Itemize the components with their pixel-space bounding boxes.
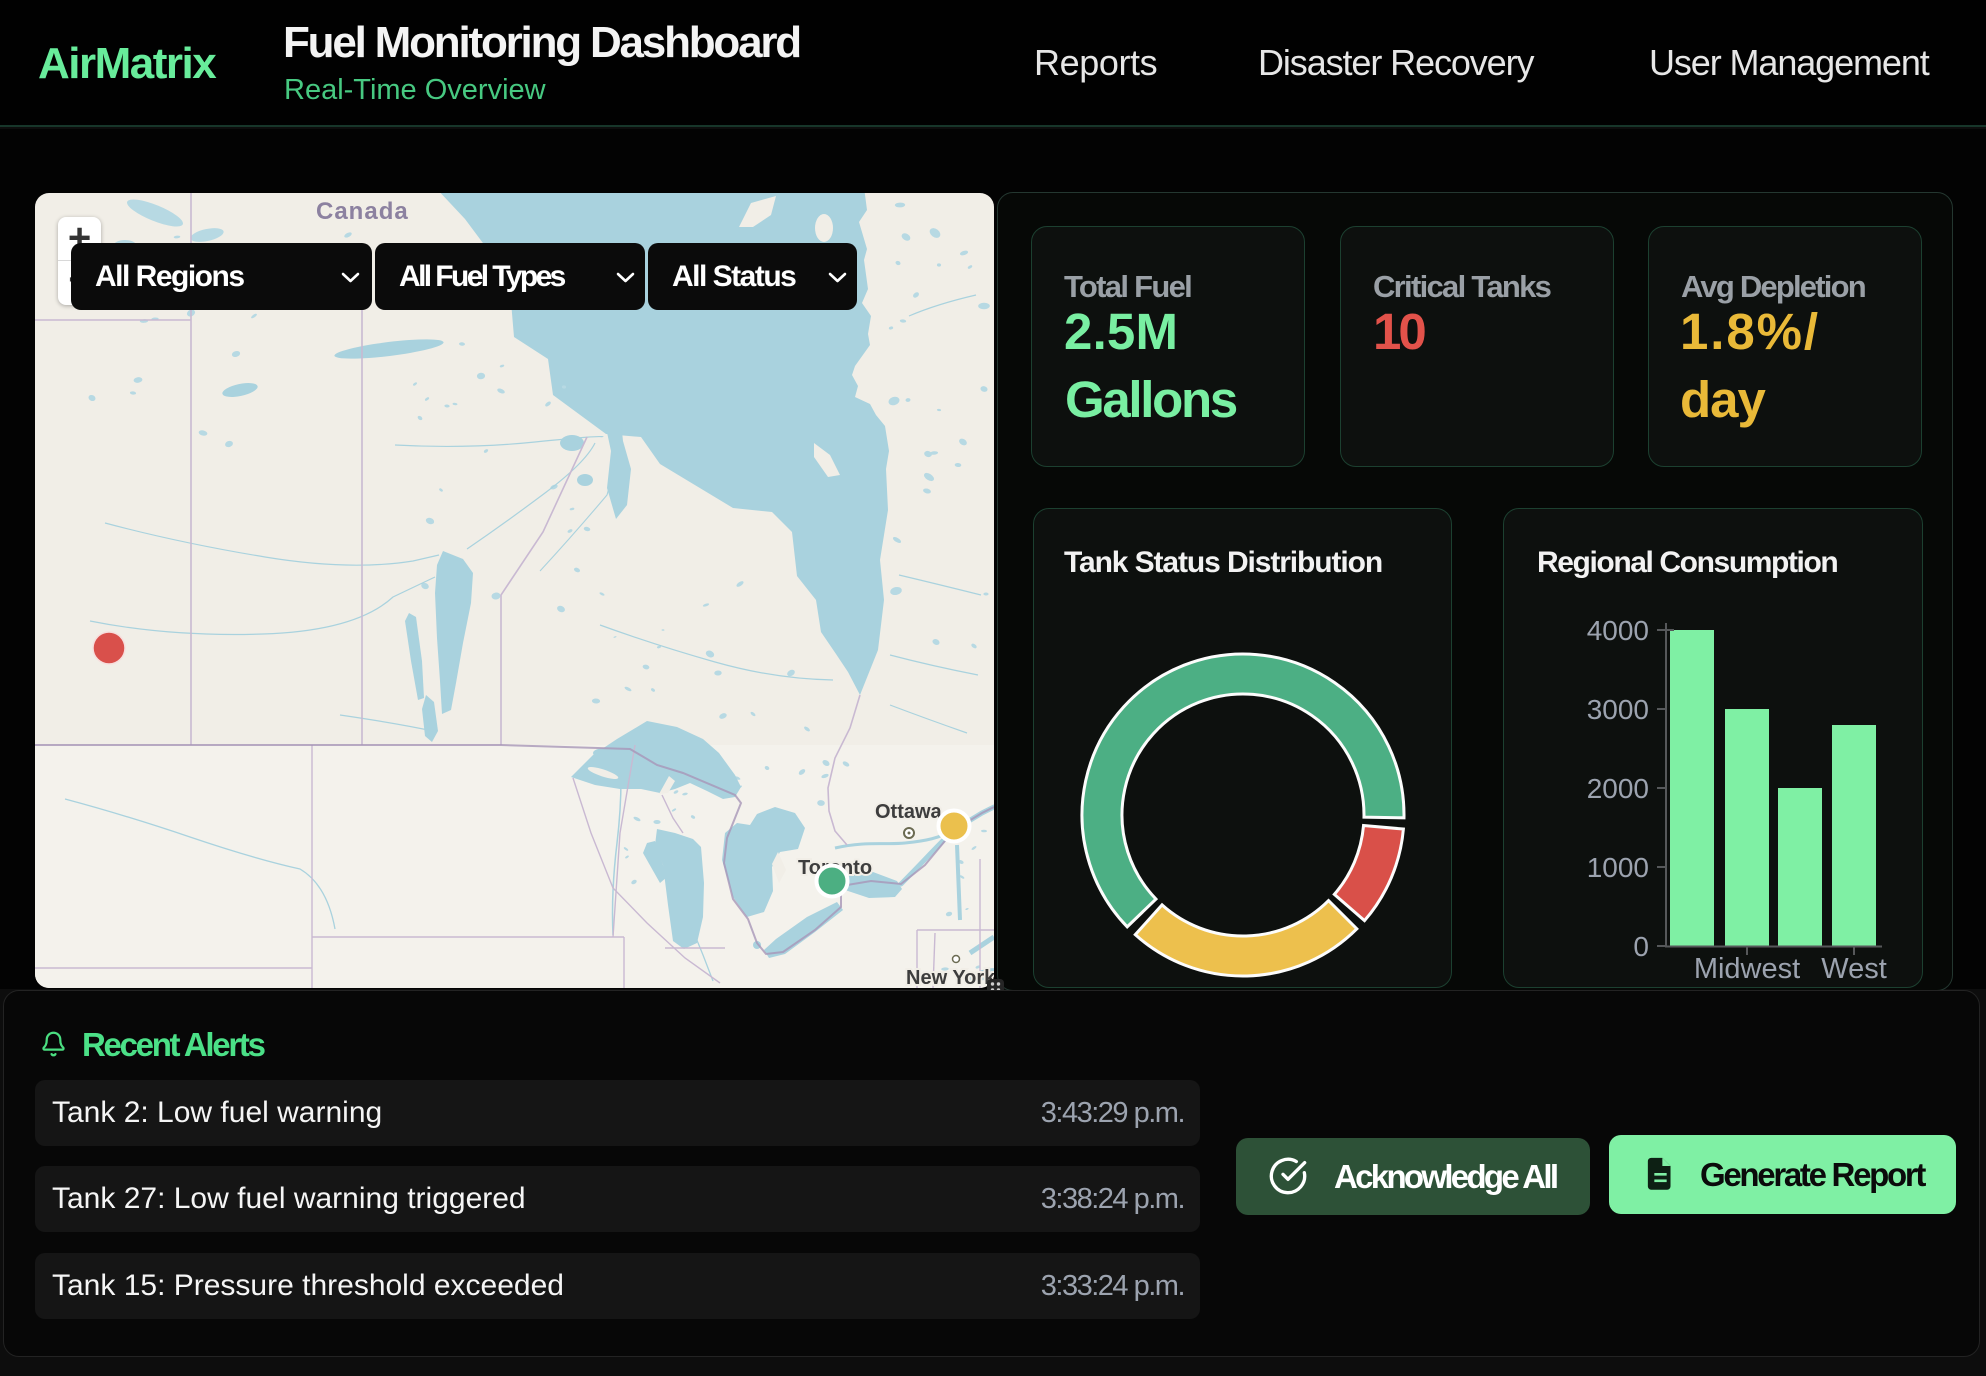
svg-text:Midwest: Midwest	[1694, 953, 1800, 985]
svg-text:0: 0	[1633, 931, 1649, 962]
svg-text:2000: 2000	[1587, 773, 1649, 804]
svg-text:3000: 3000	[1587, 694, 1649, 725]
svg-text:Ottawa: Ottawa	[875, 801, 943, 823]
svg-text:Canada: Canada	[316, 198, 409, 225]
svg-text:1000: 1000	[1587, 852, 1649, 883]
svg-text:West: West	[1821, 953, 1887, 985]
svg-text:4000: 4000	[1587, 615, 1649, 646]
svg-text:New York: New York	[906, 967, 994, 988]
